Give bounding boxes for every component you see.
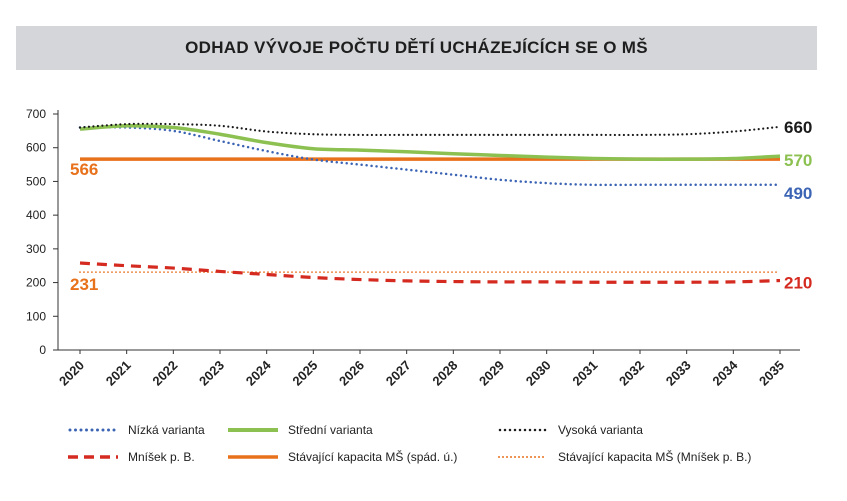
x-tick-label: 2030: [523, 358, 554, 389]
data-label-kapacita-mnisek: 231: [70, 275, 98, 294]
x-tick-label: 2031: [569, 358, 600, 389]
y-tick-label: 700: [26, 107, 46, 121]
legend-swatch-mnisek: [68, 455, 118, 459]
series-line-nizka: [78, 125, 782, 187]
x-tick-label: 2024: [243, 357, 275, 389]
legend-label-kapacita: Stávající kapacita MŠ (spád. ú.): [288, 450, 458, 464]
chart-series: [78, 122, 782, 284]
x-tick-label: 2034: [709, 357, 741, 389]
x-tick-label: 2035: [756, 358, 787, 389]
x-tick-label: 2028: [429, 358, 460, 389]
chart-title: ODHAD VÝVOJE POČTU DĚTÍ UCHÁZEJÍCÍCH SE …: [185, 38, 648, 57]
x-tick-label: 2029: [476, 358, 507, 389]
legend-swatch-nizka: [68, 428, 118, 432]
legend-item-nizka: Nízká varianta: [68, 420, 205, 440]
legend-swatch-kapacita-mnisek: [498, 456, 548, 458]
data-label-stredni: 570: [784, 151, 812, 170]
x-tick-label: 2020: [56, 358, 87, 389]
y-tick-label: 400: [26, 208, 46, 222]
x-tick-label: 2025: [289, 358, 320, 389]
series-line-stredni: [79, 123, 781, 162]
chart-end-labels: 660 570 490 210 566 231: [70, 118, 812, 294]
x-tick-label: 2026: [336, 358, 367, 389]
x-tick-label: 2021: [103, 358, 134, 389]
legend-swatch-stredni: [228, 428, 278, 432]
y-tick-label: 500: [26, 174, 46, 188]
legend-swatch-vysoka: [498, 428, 548, 432]
x-tick-label: 2033: [663, 358, 694, 389]
x-tick-label: 2023: [196, 358, 227, 389]
series-line-mnisek: [79, 261, 781, 284]
legend-label-mnisek: Mníšek p. B.: [128, 450, 195, 464]
legend-label-stredni: Střední varianta: [288, 423, 373, 437]
chart-title-bar: ODHAD VÝVOJE POČTU DĚTÍ UCHÁZEJÍCÍCH SE …: [16, 26, 817, 70]
y-tick-label: 300: [26, 242, 46, 256]
chart-axes: 0 100 200 300 400 500 600 700 2020 2021 2022 2023 20…: [26, 107, 800, 389]
data-label-mnisek: 210: [784, 274, 812, 293]
x-tick-label: 2022: [149, 358, 180, 389]
legend-swatch-kapacita: [228, 455, 278, 459]
y-tick-label: 0: [39, 343, 46, 357]
legend-item-kapacita: Stávající kapacita MŠ (spád. ú.): [228, 447, 457, 467]
data-label-nizka: 490: [784, 184, 812, 203]
x-tick-label: 2032: [616, 358, 647, 389]
legend-item-kapacita-mnisek: Stávající kapacita MŠ (Mníšek p. B.): [498, 447, 751, 467]
legend-label-nizka: Nízká varianta: [128, 423, 205, 437]
data-label-kapacita: 566: [70, 160, 98, 179]
x-tick-label: 2027: [383, 358, 414, 389]
y-tick-label: 200: [26, 276, 46, 290]
data-label-vysoka: 660: [784, 118, 812, 137]
y-tick-label: 100: [26, 309, 46, 323]
legend-label-vysoka: Vysoká varianta: [558, 423, 643, 437]
legend-item-mnisek: Mníšek p. B.: [68, 447, 195, 467]
legend-item-stredni: Střední varianta: [228, 420, 373, 440]
chart-legend: Nízká varianta Střední varianta Vysoká v…: [58, 416, 818, 476]
legend-item-vysoka: Vysoká varianta: [498, 420, 643, 440]
series-line-vysoka: [78, 122, 782, 137]
y-tick-label: 600: [26, 141, 46, 155]
legend-label-kapacita-mnisek: Stávající kapacita MŠ (Mníšek p. B.): [558, 450, 752, 464]
